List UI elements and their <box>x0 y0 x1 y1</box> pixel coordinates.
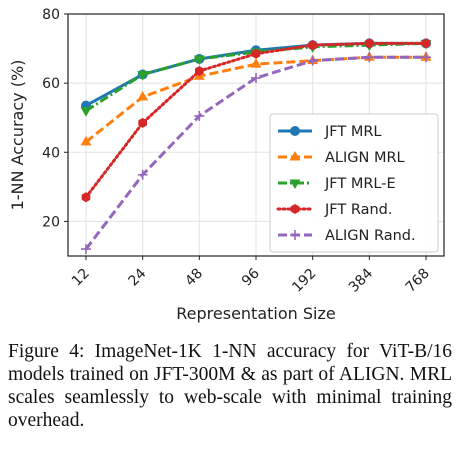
series-align-rand <box>81 52 431 255</box>
data-point <box>421 38 431 49</box>
legend-label: JFT Rand. <box>324 202 392 218</box>
series-layer <box>80 38 432 255</box>
data-point <box>81 192 91 203</box>
data-point <box>364 52 375 63</box>
legend-label: JFT MRL <box>324 124 382 140</box>
legend-item: ALIGN MRL <box>278 150 405 166</box>
legend-item: ALIGN Rand. <box>278 228 416 244</box>
x-tick-label: 96 <box>239 265 263 289</box>
legend-label: JFT MRL-E <box>324 176 396 192</box>
data-point <box>193 55 205 65</box>
x-axis-label: Representation Size <box>176 304 335 323</box>
data-point <box>250 58 262 68</box>
x-ticks: 12 24 48 96 192 384 768 <box>69 256 433 296</box>
data-point <box>290 126 300 136</box>
data-point <box>80 107 92 117</box>
data-point <box>137 90 149 101</box>
data-point <box>308 40 317 51</box>
x-tick-label: 24 <box>126 265 150 289</box>
data-point <box>194 110 205 121</box>
data-point <box>421 52 431 63</box>
x-tick-label: 768 <box>403 266 433 296</box>
legend: JFT MRL ALIGN MRL JFT MRL-E JFT Rand. ALIGN … <box>269 113 439 253</box>
y-tick-label: 60 <box>42 76 60 92</box>
data-point <box>80 135 92 146</box>
legend-item: JFT MRL-E <box>278 176 396 192</box>
x-tick-label: 12 <box>69 266 93 290</box>
y-tick-label: 40 <box>42 145 60 161</box>
series-jft-rand <box>81 38 431 203</box>
legend-label: ALIGN Rand. <box>325 228 416 244</box>
y-axis-label: 1-NN Accuracy (%) <box>8 60 27 211</box>
data-point <box>365 38 374 49</box>
data-point <box>307 55 318 66</box>
data-point <box>289 179 301 189</box>
data-point <box>138 117 147 128</box>
y-tick-label: 20 <box>42 214 60 230</box>
data-point <box>251 48 261 59</box>
legend-item: JFT Rand. <box>276 202 392 218</box>
legend-label: ALIGN MRL <box>325 150 405 166</box>
x-tick-label: 192 <box>289 266 319 296</box>
y-ticks: 20 40 60 80 <box>42 7 68 230</box>
data-point <box>195 66 204 77</box>
chart: 20 40 60 80 12 24 48 96 192 384 768 Representatio… <box>8 7 445 323</box>
y-tick-label: 80 <box>42 7 60 23</box>
figure-caption: Figure 4: ImageNet-1K 1-NN accuracy for … <box>8 341 452 431</box>
data-point <box>137 169 148 180</box>
data-point <box>290 204 300 214</box>
data-point <box>289 151 301 161</box>
data-point <box>81 244 91 255</box>
data-point <box>137 71 149 81</box>
x-tick-label: 384 <box>346 265 376 295</box>
data-point <box>290 230 300 240</box>
x-tick-label: 48 <box>182 266 206 290</box>
legend-box <box>269 113 439 253</box>
legend-item: JFT MRL <box>278 124 382 140</box>
data-point <box>251 72 261 83</box>
